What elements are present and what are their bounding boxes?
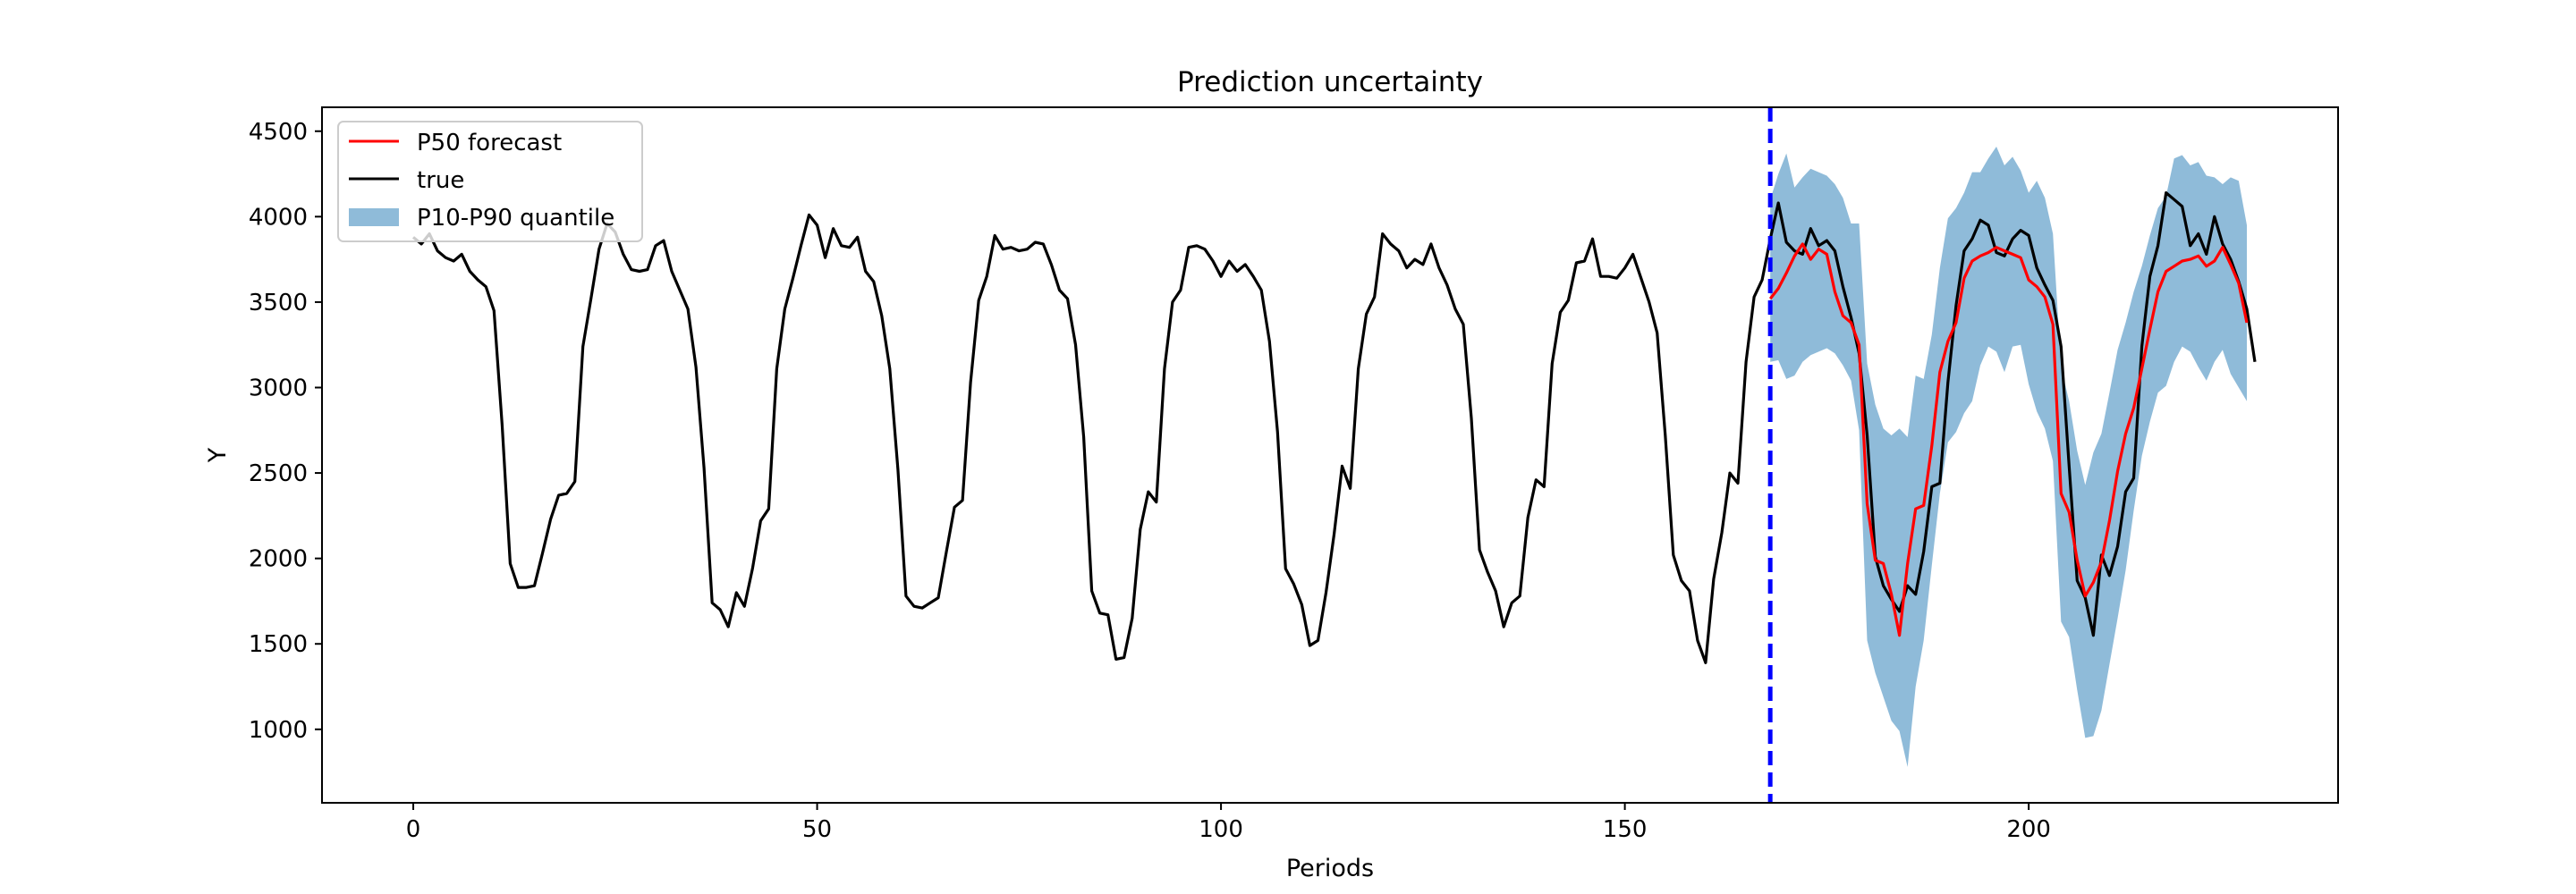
- axes-frame: [321, 106, 2339, 804]
- plot-area: [411, 107, 2257, 803]
- x-axis: 0 50 100 150 200: [406, 803, 2051, 843]
- x-tick-label: 0: [406, 816, 421, 843]
- x-tick-label: 50: [802, 816, 832, 843]
- p50-forecast-line: [1768, 242, 2249, 637]
- y-tick-label: 3500: [249, 290, 308, 316]
- x-tick-label: 200: [2006, 816, 2051, 843]
- y-axis: 1000 1500 2000 2500 3000 3500 4000 4500: [249, 119, 322, 744]
- x-tick-label: 100: [1199, 816, 1243, 843]
- x-axis-label: Periods: [1286, 855, 1374, 882]
- legend: P50 forecast true P10-P90 quantile: [337, 121, 643, 242]
- legend-p50-label: P50 forecast: [417, 130, 562, 156]
- y-tick-label: 3000: [249, 375, 308, 401]
- chart-title: Prediction uncertainty: [1177, 66, 1483, 98]
- x-tick-label: 150: [1603, 816, 1648, 843]
- legend-band-label: P10-P90 quantile: [417, 205, 614, 232]
- y-tick-label: 2000: [249, 546, 308, 573]
- true-series-line: [411, 191, 2257, 664]
- p10-p90-band: [1770, 147, 2247, 767]
- y-tick-label: 2500: [249, 460, 308, 487]
- y-tick-label: 4000: [249, 204, 308, 231]
- y-axis-label: Y: [204, 447, 232, 463]
- legend-box: [337, 121, 643, 242]
- legend-band-swatch: [349, 208, 399, 226]
- y-tick-label: 1000: [249, 717, 308, 744]
- y-tick-label: 4500: [249, 119, 308, 146]
- y-tick-label: 1500: [249, 631, 308, 658]
- legend-true-label: true: [417, 167, 464, 194]
